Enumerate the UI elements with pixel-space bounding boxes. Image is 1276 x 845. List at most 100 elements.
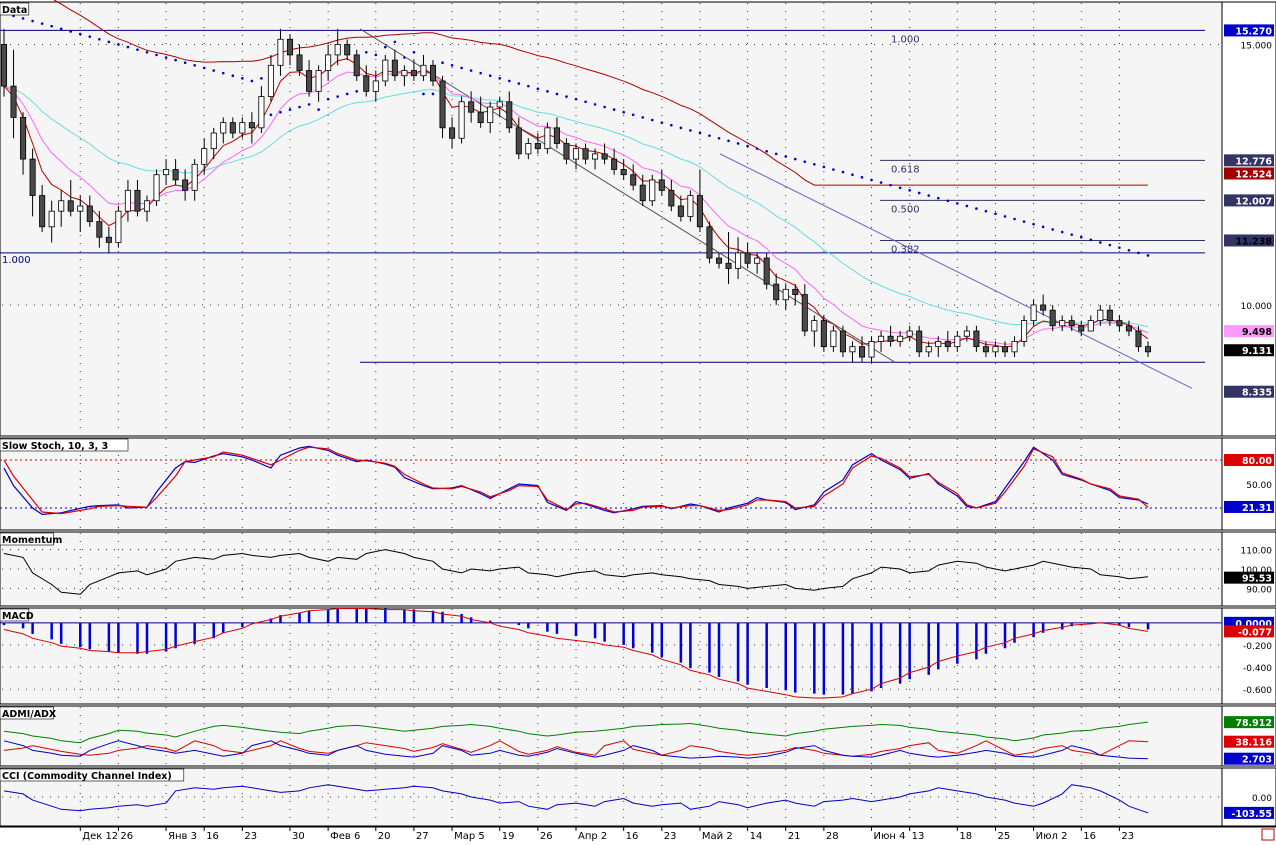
parabolic-sar-dot <box>59 27 63 31</box>
candle-body <box>592 153 599 160</box>
candle-body <box>48 210 55 228</box>
parabolic-sar-dot <box>536 87 540 91</box>
candle-body <box>1116 320 1123 327</box>
x-axis-tick-label: 18 <box>959 831 972 842</box>
price-label-value: 12.524 <box>1235 169 1272 180</box>
fibonacci-level-label: 0.500 <box>891 204 920 215</box>
candle-body <box>553 127 560 144</box>
candle-body <box>67 200 74 212</box>
parabolic-sar-dot <box>555 92 559 96</box>
parabolic-sar-dot <box>307 103 311 106</box>
fibonacci-level-label: 1.000 <box>891 34 920 45</box>
parabolic-sar-dot <box>298 105 301 109</box>
candle-body <box>353 54 360 77</box>
candle-body <box>391 59 398 77</box>
parabolic-sar-dot <box>450 64 454 67</box>
price-label-box <box>1224 385 1274 398</box>
parabolic-sar-dot <box>221 71 225 75</box>
candle-body <box>277 38 284 66</box>
parabolic-sar-dot <box>1003 215 1007 218</box>
candle-body <box>96 221 103 238</box>
candle-body <box>29 158 36 196</box>
price-label-value: 8.335 <box>1242 388 1272 399</box>
parabolic-sar-dot <box>832 168 835 171</box>
x-axis-tick-label: Май 2 <box>702 831 733 842</box>
parabolic-sar-dot <box>565 95 568 98</box>
x-axis-tick-label: 23 <box>664 831 677 842</box>
x-axis-tick-label: 27 <box>416 831 429 842</box>
parabolic-sar-dot <box>870 178 873 182</box>
candle-body <box>525 143 532 155</box>
parabolic-sar-dot <box>851 173 854 177</box>
candle-body <box>210 132 217 150</box>
parabolic-sar-dot <box>317 108 320 111</box>
candle-body <box>935 341 942 348</box>
parabolic-sar-dot <box>107 40 111 44</box>
channel-line <box>719 153 1193 389</box>
parabolic-sar-dot <box>269 113 273 117</box>
candle-body <box>773 283 780 301</box>
parabolic-sar-dot <box>879 181 883 184</box>
parabolic-sar-dot <box>546 90 549 93</box>
x-axis-tick-label: 21 <box>788 831 801 842</box>
candle-body <box>105 236 112 243</box>
parabolic-sar-dot <box>765 149 768 153</box>
price-label-box <box>1224 500 1274 513</box>
price-label-box <box>1224 167 1274 180</box>
parabolic-sar-dot <box>612 108 616 111</box>
x-axis-tick-label: 16 <box>626 831 639 842</box>
parabolic-sar-dot <box>336 95 339 98</box>
parabolic-sar-dot <box>1099 241 1102 244</box>
candle-body <box>649 179 656 202</box>
parabolic-sar-dot <box>21 17 25 20</box>
candle-body <box>906 330 913 337</box>
parabolic-sar-dot <box>965 204 969 208</box>
fibonacci-level-label: 0.618 <box>891 164 920 175</box>
x-axis-tick-label: 25 <box>997 831 1010 842</box>
price-label-value: -0.077 <box>1238 627 1272 638</box>
parabolic-sar-dot <box>698 131 702 135</box>
parabolic-sar-dot <box>98 37 101 41</box>
parabolic-sar-dot <box>917 191 921 195</box>
candle-body <box>449 127 456 139</box>
parabolic-sar-dot <box>384 45 387 49</box>
price-label-box <box>1224 571 1274 584</box>
parabolic-sar-dot <box>479 71 482 75</box>
x-axis-tick-label: Дек 12 <box>82 831 118 842</box>
dmi-adx-line <box>3 740 1149 757</box>
parabolic-sar-dot <box>650 118 654 122</box>
x-axis-tick-label: 16 <box>206 831 219 842</box>
price-label-value: 95.53 <box>1242 574 1272 585</box>
parabolic-sar-dot <box>1118 246 1121 249</box>
price-label-box <box>1224 154 1274 167</box>
candle-body <box>201 148 208 165</box>
candle-body <box>334 44 341 56</box>
panel-title: Slow Stoch, 10, 3, 3 <box>2 441 108 452</box>
candle-body <box>611 158 618 170</box>
candle-body <box>944 341 951 348</box>
candle-body <box>401 70 408 77</box>
parabolic-sar-dot <box>498 77 502 80</box>
parabolic-sar-dot <box>183 61 187 65</box>
candle-body <box>954 335 961 348</box>
parabolic-sar-dot <box>50 24 53 28</box>
candle-body <box>878 335 885 342</box>
candle-body <box>1097 309 1104 321</box>
parabolic-sar-dot <box>1089 238 1093 242</box>
price-label-value: -103.55 <box>1231 809 1272 820</box>
parabolic-sar-dot <box>708 134 711 137</box>
candle-body <box>792 288 799 295</box>
candle-body <box>220 122 227 134</box>
parabolic-sar-dot <box>40 22 44 25</box>
candle-body <box>868 341 875 358</box>
cci-line <box>3 784 1149 814</box>
price-label-value: 9.498 <box>1242 327 1272 338</box>
candle-body <box>858 346 866 358</box>
macd-signal-line <box>3 608 1149 699</box>
parabolic-sar-dot <box>393 40 397 44</box>
parabolic-sar-dot <box>936 196 940 200</box>
candle-body <box>897 335 904 342</box>
parabolic-sar-dot <box>374 53 378 57</box>
x-axis-tick-label: 28 <box>826 831 839 842</box>
candle-body <box>429 64 437 82</box>
